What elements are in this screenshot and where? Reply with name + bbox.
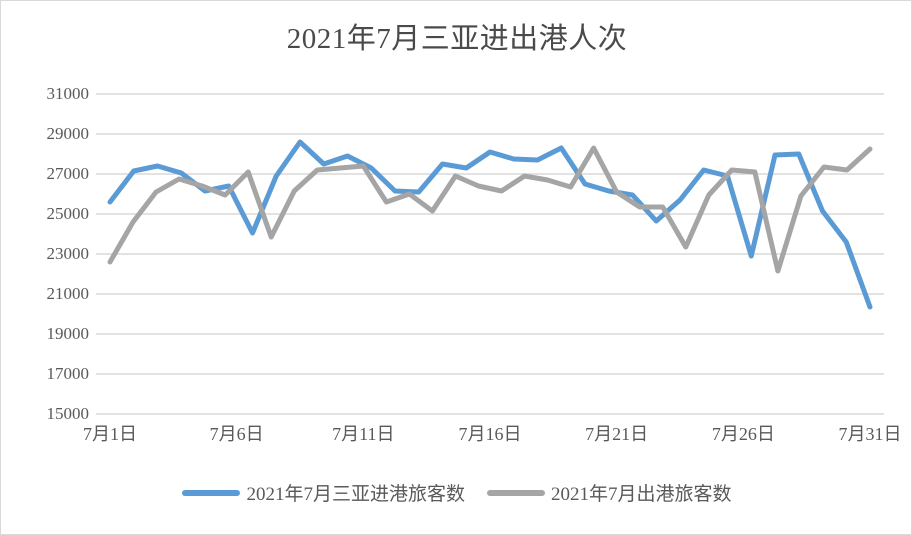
plot-area [96, 93, 884, 415]
series-line-1 [107, 139, 873, 310]
x-tick-label: 7月16日 [458, 424, 522, 444]
y-tick-label: 23000 [46, 244, 90, 263]
x-tick-label: 7月26日 [711, 424, 775, 444]
legend-swatch-icon [182, 489, 241, 496]
x-tick-label: 7月31日 [838, 424, 902, 444]
y-tick-label: 19000 [46, 324, 90, 343]
legend-label: 2021年7月出港旅客数 [551, 484, 732, 505]
series-lines [107, 139, 873, 310]
y-tick-label: 29000 [46, 124, 90, 143]
legend-swatch-icon [487, 489, 545, 496]
x-axis: 7月1日 7月6日 7月11日 7月16日 7月21日 7月26日 7月31日 [83, 420, 902, 454]
legend-entry-2[interactable]: 2021年7月出港旅客数 [487, 479, 732, 506]
y-tick-label: 27000 [46, 164, 90, 183]
y-axis: 31000 29000 27000 25000 23000 21000 19000 17000… [9, 84, 90, 423]
x-tick-label: 7月21日 [585, 424, 649, 444]
x-tick-label: 7月1日 [83, 424, 137, 444]
x-tick-label: 7月6日 [209, 424, 264, 444]
y-tick-label: 31000 [46, 84, 90, 103]
y-tick-label: 21000 [46, 284, 90, 303]
legend-entry-1[interactable]: 2021年7月三亚进港旅客数 [182, 479, 465, 506]
series-line-2 [107, 145, 873, 274]
y-tick-label: 17000 [46, 364, 90, 383]
x-tick-label: 7月11日 [332, 424, 395, 444]
plot-svg [96, 93, 884, 415]
chart-legend: 2021年7月三亚进港旅客数 2021年7月出港旅客数 [1, 479, 911, 506]
gridlines [96, 93, 884, 415]
y-tick-label: 15000 [46, 404, 90, 423]
y-tick-label: 25000 [46, 204, 90, 223]
chart-title: 2021年7月三亚进出港人次 [286, 23, 628, 55]
legend-label: 2021年7月三亚进港旅客数 [246, 484, 465, 505]
